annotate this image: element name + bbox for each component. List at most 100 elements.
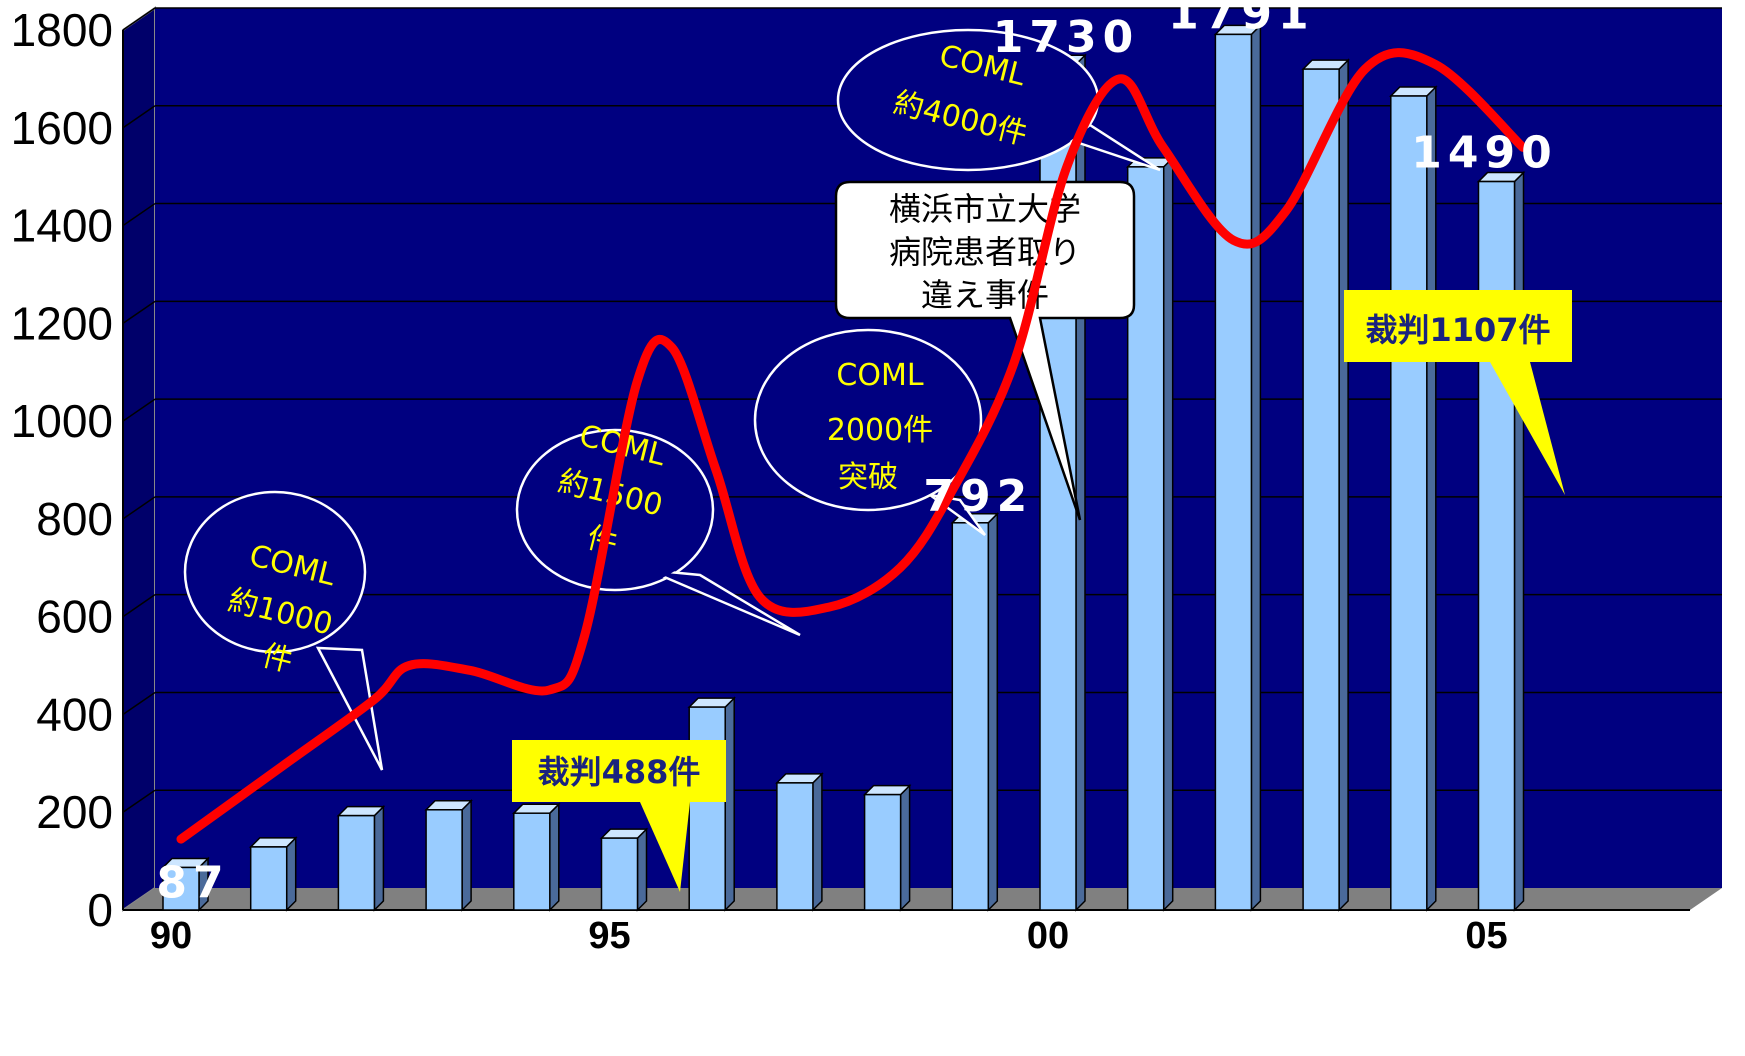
bar-top xyxy=(687,697,737,708)
callout-fill xyxy=(519,432,711,588)
callout-text: 2000件 xyxy=(827,413,933,448)
box-text: 裁判1107件 xyxy=(1365,311,1550,349)
y-tick-label: 400 xyxy=(36,688,113,740)
bar-front xyxy=(249,846,288,911)
x-tick-label: 00 xyxy=(1027,915,1069,957)
y-tick-label: 1200 xyxy=(11,297,113,349)
bar-front xyxy=(776,782,814,911)
x-tick-label: 05 xyxy=(1465,915,1507,957)
bar xyxy=(599,827,649,912)
y-tick-label: 200 xyxy=(36,786,113,838)
gridline-side xyxy=(122,691,156,716)
gridline-side xyxy=(122,202,156,227)
callout-tail xyxy=(647,568,801,637)
bar-top xyxy=(248,837,298,848)
data-label: 792 xyxy=(923,471,1033,522)
bar-side xyxy=(987,511,999,912)
box-text: 裁判488件 xyxy=(538,753,701,791)
box-pointer xyxy=(640,802,690,892)
gridline-side xyxy=(122,7,156,31)
bar-top xyxy=(1388,86,1438,97)
bar-front xyxy=(688,706,726,911)
bar-side xyxy=(724,696,735,912)
bar xyxy=(1476,170,1526,912)
bar-front xyxy=(425,809,463,911)
box-pointer xyxy=(1490,362,1565,495)
x-tick-label: 90 xyxy=(150,915,192,957)
y-tick-label: 1000 xyxy=(11,395,113,447)
annotation-box: 裁判488件 xyxy=(512,740,726,892)
data-label: 1730 xyxy=(993,12,1139,63)
y-tick-label: 1400 xyxy=(11,200,113,252)
callout-fill xyxy=(187,494,363,650)
bar-front xyxy=(1390,95,1428,911)
axes: 0 200 400 600 800 1000 1200 1400 1600 1800 90 95 00 0… xyxy=(11,4,1690,957)
bar-side xyxy=(899,783,911,912)
y-tick-label: 1800 xyxy=(11,4,113,56)
bar-side xyxy=(812,772,823,912)
bar xyxy=(336,804,386,912)
bar xyxy=(161,856,210,912)
bar xyxy=(1301,58,1350,912)
callout-text: 病院患者取り xyxy=(889,233,1081,271)
bar xyxy=(511,802,561,912)
bar-top xyxy=(775,773,824,784)
bar xyxy=(248,836,298,912)
bar-front xyxy=(162,866,200,911)
bar-top xyxy=(599,828,649,839)
plot-side-wall xyxy=(122,6,156,912)
bar-top xyxy=(862,784,912,796)
bar-side xyxy=(461,798,472,912)
bar-front xyxy=(600,837,639,911)
bar-side xyxy=(1338,58,1349,912)
bar-front xyxy=(337,814,376,911)
bar-side xyxy=(285,836,297,912)
bar-front xyxy=(863,793,902,911)
data-labels: 87 792 1730 1791 1490 xyxy=(156,0,1557,908)
gridline-side xyxy=(122,594,156,618)
y-tick-label: 600 xyxy=(36,591,113,643)
bar-side xyxy=(636,827,648,912)
bar-side xyxy=(1426,85,1437,912)
bar-side xyxy=(1250,23,1262,912)
bar-side xyxy=(373,804,385,912)
bar xyxy=(950,511,1000,912)
bar xyxy=(424,798,473,912)
bar-top xyxy=(424,800,473,811)
y-tick-label: 800 xyxy=(36,493,113,545)
data-label: 1490 xyxy=(1411,128,1557,179)
bar-front xyxy=(951,522,990,911)
bar-front xyxy=(513,812,551,911)
bar xyxy=(1213,23,1263,912)
y-tick-label: 1600 xyxy=(11,102,113,154)
gridline-side xyxy=(122,496,156,520)
gridline-side xyxy=(122,789,156,813)
x-tick-label: 95 xyxy=(588,915,630,957)
data-label: 87 xyxy=(156,857,229,908)
bar xyxy=(775,772,824,912)
annotation-box: 裁判1107件 xyxy=(1344,290,1572,495)
bar-top xyxy=(1301,59,1350,70)
data-label: 1791 xyxy=(1168,0,1314,39)
trend-line xyxy=(176,48,1528,844)
box-shape xyxy=(1344,290,1572,362)
callout-tail xyxy=(315,646,384,771)
bar xyxy=(687,696,737,912)
bar-front xyxy=(1214,33,1253,911)
bar-side xyxy=(549,802,560,912)
callout-text: 突破 xyxy=(838,460,898,495)
callout-fill xyxy=(840,32,1096,168)
bar-front xyxy=(1302,68,1340,911)
callout-fill xyxy=(757,332,979,508)
callout-shape xyxy=(834,180,1136,521)
gridline-side xyxy=(122,398,156,422)
y-tick-label: 0 xyxy=(87,884,113,936)
box-shape xyxy=(512,740,726,802)
callout-text: COML xyxy=(836,358,923,393)
bar-side xyxy=(1513,170,1525,912)
